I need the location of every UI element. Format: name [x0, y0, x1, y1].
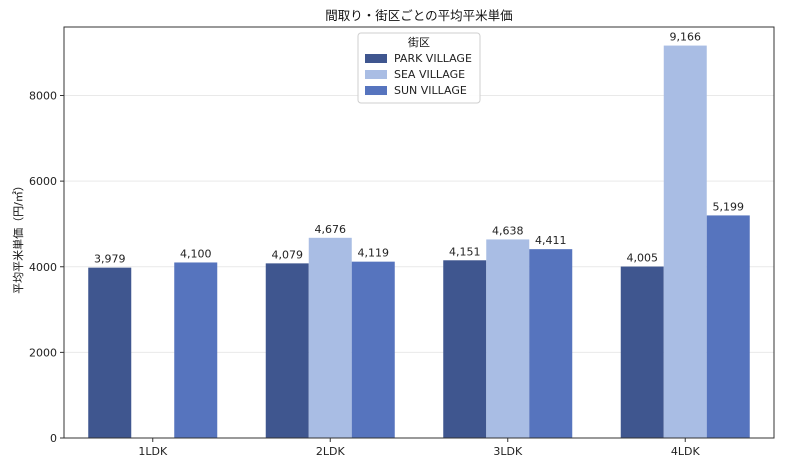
bar-park-village-3ldk	[443, 260, 487, 438]
y-axis-label: 平均平米単価（円/㎡）	[11, 180, 25, 294]
bar-park-village-4ldk	[620, 266, 664, 438]
bar-value-label: 9,166	[670, 31, 702, 44]
bar-sun-village-2ldk	[351, 261, 395, 438]
x-tick-label: 4LDK	[671, 445, 701, 458]
legend-title: 街区	[408, 35, 430, 49]
bars	[88, 45, 750, 438]
y-tick-label: 6000	[29, 175, 57, 188]
bar-value-label: 5,199	[713, 200, 745, 213]
bar-value-label: 4,079	[272, 248, 304, 261]
bar-value-label: 4,411	[535, 234, 567, 247]
bar-value-label: 4,676	[315, 223, 347, 236]
bar-sea-village-2ldk	[308, 237, 352, 438]
legend-entry: SEA VILLAGE	[394, 68, 465, 81]
y-tick-label: 2000	[29, 346, 57, 359]
chart-title: 間取り・街区ごとの平均平米単価	[325, 8, 512, 23]
x-tick-label: 3LDK	[493, 445, 523, 458]
x-tick-label: 2LDK	[316, 445, 346, 458]
y-tick-label: 8000	[29, 90, 57, 103]
legend-swatch	[365, 70, 387, 79]
legend-swatch	[365, 86, 387, 95]
bar-sea-village-3ldk	[486, 239, 530, 438]
bar-park-village-1ldk	[88, 267, 132, 438]
x-tick-label: 1LDK	[138, 445, 168, 458]
bar-sun-village-3ldk	[529, 249, 573, 438]
y-axis: 0 2000 4000 6000 8000	[29, 90, 64, 445]
bar-value-label: 4,151	[449, 245, 481, 258]
y-tick-label: 0	[50, 432, 57, 445]
bar-value-label: 3,979	[94, 253, 126, 266]
bar-value-label: 4,005	[627, 252, 659, 265]
legend-entry: PARK VILLAGE	[394, 52, 472, 65]
bar-sea-village-4ldk	[663, 45, 707, 438]
bar-value-label: 4,638	[492, 224, 524, 237]
y-tick-label: 4000	[29, 261, 57, 274]
legend-box	[357, 32, 481, 104]
plot-frame	[63, 26, 775, 439]
bar-park-village-2ldk	[265, 263, 309, 438]
data-labels: 3,979 4,100 4,079 4,676 4,119 4,151 4,638 4,411…	[94, 31, 744, 266]
legend-entry: SUN VILLAGE	[394, 84, 467, 97]
legend: 街区 PARK VILLAGE SEA VILLAGE SUN VILLAGE	[357, 32, 481, 104]
bar-sun-village-4ldk	[706, 215, 750, 438]
bar-sun-village-1ldk	[174, 262, 218, 438]
bar-value-label: 4,119	[358, 247, 390, 260]
bar-value-label: 4,100	[180, 247, 212, 260]
x-axis: 1LDK 2LDK 3LDK 4LDK	[138, 438, 700, 458]
legend-swatch	[365, 54, 387, 63]
